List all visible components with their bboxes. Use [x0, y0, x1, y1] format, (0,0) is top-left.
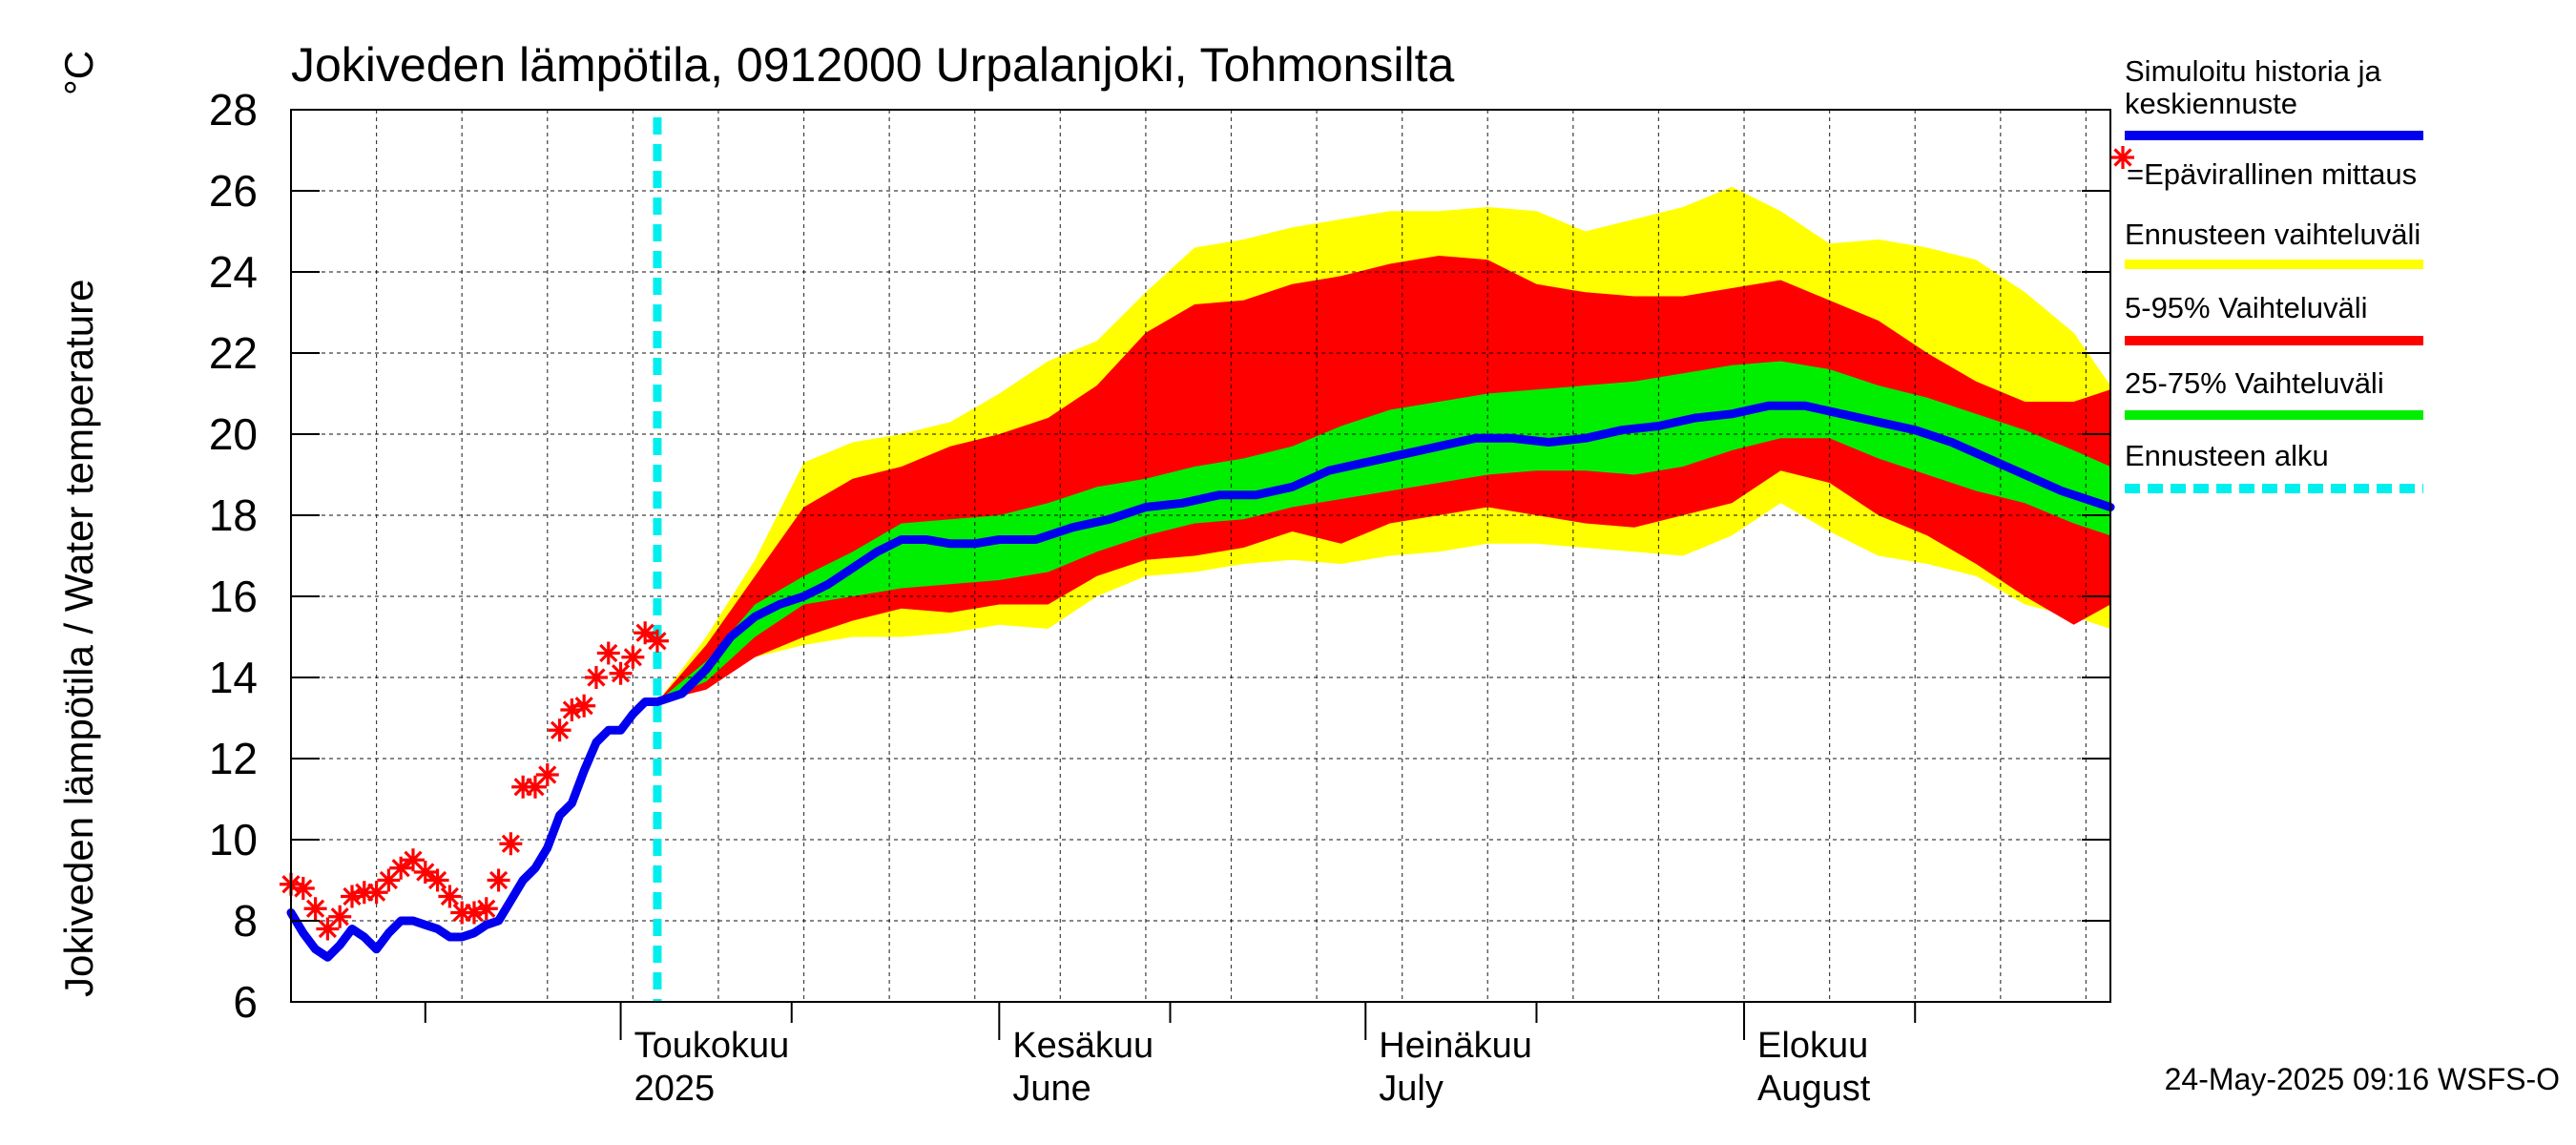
- star-stroke: [623, 648, 642, 667]
- observation-point: [413, 861, 437, 884]
- legend-item-forecast-line: Ennusteen alku: [2125, 439, 2423, 493]
- plot-frame: [290, 109, 2111, 1003]
- observation-point: [609, 661, 633, 685]
- observation-point: [401, 848, 425, 872]
- star-stroke: [574, 697, 593, 716]
- observation-point: [621, 645, 645, 669]
- y-tick-label: 16: [209, 572, 258, 621]
- observation-point: [426, 868, 449, 892]
- legend-item-band-25-75: 25-75% Vaihteluväli: [2125, 366, 2423, 420]
- star-stroke: [391, 859, 410, 878]
- legend-item-band-full: Ennusteen vaihteluväli: [2125, 218, 2423, 269]
- y-axis-ticks: 6 8 10 12 14 16 18 20 22 24 26 28: [209, 85, 2110, 1027]
- observation-point: [389, 856, 413, 880]
- y-tick-label: 22: [209, 328, 258, 378]
- legend-item-band-5-95: 5-95% Vaihteluväli: [2125, 291, 2423, 345]
- legend-item-obs: =Epävirallinen mittaus: [2111, 146, 2417, 191]
- legend-text: =Epävirallinen mittaus: [2127, 157, 2417, 191]
- star-stroke: [404, 850, 423, 869]
- legend-text: Simuloitu historia ja: [2125, 54, 2382, 88]
- star-stroke: [427, 870, 447, 890]
- star-stroke: [305, 899, 325, 918]
- star-stroke: [416, 863, 435, 882]
- observation-point: [572, 694, 596, 718]
- star-stroke: [550, 720, 570, 739]
- median-line: [286, 401, 2115, 962]
- observation-point: [487, 868, 510, 892]
- observation-point: [596, 641, 620, 665]
- y-axis-label: Jokiveden lämpötila / Water temperature: [56, 280, 101, 997]
- y-tick-label: 24: [209, 247, 258, 297]
- legend-text: keskiennuste: [2125, 87, 2297, 120]
- star-stroke: [2113, 148, 2132, 167]
- observation-point: [303, 897, 327, 921]
- legend-star-marker: [2111, 146, 2134, 169]
- observation-point: [584, 666, 608, 689]
- observation-point: [645, 629, 669, 653]
- forecast-bands: [657, 186, 2110, 702]
- observation-point: [438, 885, 462, 908]
- star-stroke: [488, 870, 509, 890]
- y-tick-label: 12: [209, 734, 258, 783]
- x-tick-label-month: Kesäkuu: [1012, 1026, 1153, 1066]
- observation-point: [548, 718, 571, 742]
- x-tick-label-month: Elokuu: [1757, 1026, 1868, 1066]
- legend-text: Ennusteen alku: [2125, 439, 2329, 472]
- star-stroke: [501, 834, 520, 853]
- star-stroke: [648, 632, 667, 651]
- legend-text: Ennusteen vaihteluväli: [2125, 218, 2420, 251]
- star-stroke: [477, 899, 496, 918]
- x-tick-label-month: Heinäkuu: [1379, 1026, 1532, 1066]
- median-series: [286, 401, 2115, 962]
- y-tick-label: 28: [209, 85, 258, 135]
- star-stroke: [440, 886, 459, 906]
- y-tick-label: 8: [233, 896, 258, 946]
- observation-point: [474, 897, 498, 921]
- x-tick-label-sub: August: [1757, 1069, 1871, 1109]
- legend-text: 5-95% Vaihteluväli: [2125, 291, 2367, 324]
- chart-title: Jokiveden lämpötila, 0912000 Urpalanjoki…: [291, 38, 1454, 92]
- star-stroke: [294, 879, 313, 898]
- observation-point: [499, 832, 523, 856]
- star-stroke: [635, 623, 654, 642]
- star-stroke: [330, 907, 349, 926]
- observation-markers: [280, 621, 669, 941]
- y-tick-label: 10: [209, 815, 258, 864]
- x-tick-label-sub: 2025: [634, 1069, 716, 1109]
- y-tick-label: 26: [209, 166, 258, 216]
- legend-text: 25-75% Vaihteluväli: [2125, 366, 2384, 400]
- observation-point: [291, 877, 315, 900]
- y-tick-label: 6: [233, 977, 258, 1027]
- y-tick-label: 14: [209, 653, 258, 702]
- y-tick-label: 18: [209, 490, 258, 540]
- band-25-75: [657, 361, 2110, 702]
- observation-point: [535, 763, 559, 786]
- star-stroke: [599, 643, 618, 663]
- star-stroke: [611, 664, 631, 683]
- observation-point: [328, 905, 352, 928]
- star-stroke: [587, 668, 606, 687]
- x-tick-label-sub: July: [1379, 1069, 1444, 1109]
- observation-point: [634, 621, 657, 645]
- timestamp-footer: 24-May-2025 09:16 WSFS-O: [2165, 1062, 2560, 1096]
- star-stroke: [538, 765, 557, 784]
- x-tick-label-month: Toukokuu: [634, 1026, 790, 1066]
- grid-lines: [291, 110, 2110, 1002]
- y-axis-unit: °C: [56, 51, 101, 95]
- x-tick-label-sub: June: [1012, 1069, 1091, 1109]
- y-tick-label: 20: [209, 409, 258, 459]
